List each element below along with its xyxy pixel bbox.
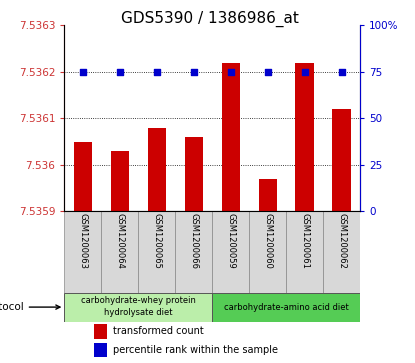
Text: GDS5390 / 1386986_at: GDS5390 / 1386986_at xyxy=(121,11,298,27)
Text: GSM1200066: GSM1200066 xyxy=(189,213,198,269)
Bar xyxy=(249,211,286,293)
Bar xyxy=(295,62,314,211)
Text: GSM1200063: GSM1200063 xyxy=(78,213,87,269)
Bar xyxy=(222,62,240,211)
Bar xyxy=(138,211,175,293)
Bar xyxy=(73,142,92,211)
Bar xyxy=(286,211,323,293)
Text: GSM1200061: GSM1200061 xyxy=(300,213,309,269)
Bar xyxy=(94,324,107,339)
Text: carbohydrate-whey protein
hydrolysate diet: carbohydrate-whey protein hydrolysate di… xyxy=(81,297,196,317)
Point xyxy=(264,69,271,75)
Text: carbohydrate-amino acid diet: carbohydrate-amino acid diet xyxy=(224,303,349,311)
Bar xyxy=(148,128,166,211)
Bar xyxy=(185,137,203,211)
Point xyxy=(190,69,197,75)
Bar xyxy=(332,109,351,211)
Text: transformed count: transformed count xyxy=(113,326,204,337)
Text: GSM1200062: GSM1200062 xyxy=(337,213,346,269)
Point xyxy=(227,69,234,75)
Point xyxy=(338,69,345,75)
Bar xyxy=(212,293,360,322)
Point xyxy=(117,69,123,75)
Text: percentile rank within the sample: percentile rank within the sample xyxy=(113,345,278,355)
Text: GSM1200064: GSM1200064 xyxy=(115,213,124,269)
Bar xyxy=(175,211,212,293)
Bar xyxy=(64,293,212,322)
Bar xyxy=(64,211,101,293)
Text: GSM1200059: GSM1200059 xyxy=(226,213,235,269)
Bar xyxy=(323,211,360,293)
Bar xyxy=(94,343,107,358)
Text: GSM1200060: GSM1200060 xyxy=(263,213,272,269)
Point xyxy=(154,69,160,75)
Point xyxy=(301,69,308,75)
Bar xyxy=(101,211,138,293)
Bar xyxy=(110,151,129,211)
Point xyxy=(80,69,86,75)
Bar xyxy=(259,179,277,211)
Text: protocol: protocol xyxy=(0,302,60,312)
Text: GSM1200065: GSM1200065 xyxy=(152,213,161,269)
Bar xyxy=(212,211,249,293)
